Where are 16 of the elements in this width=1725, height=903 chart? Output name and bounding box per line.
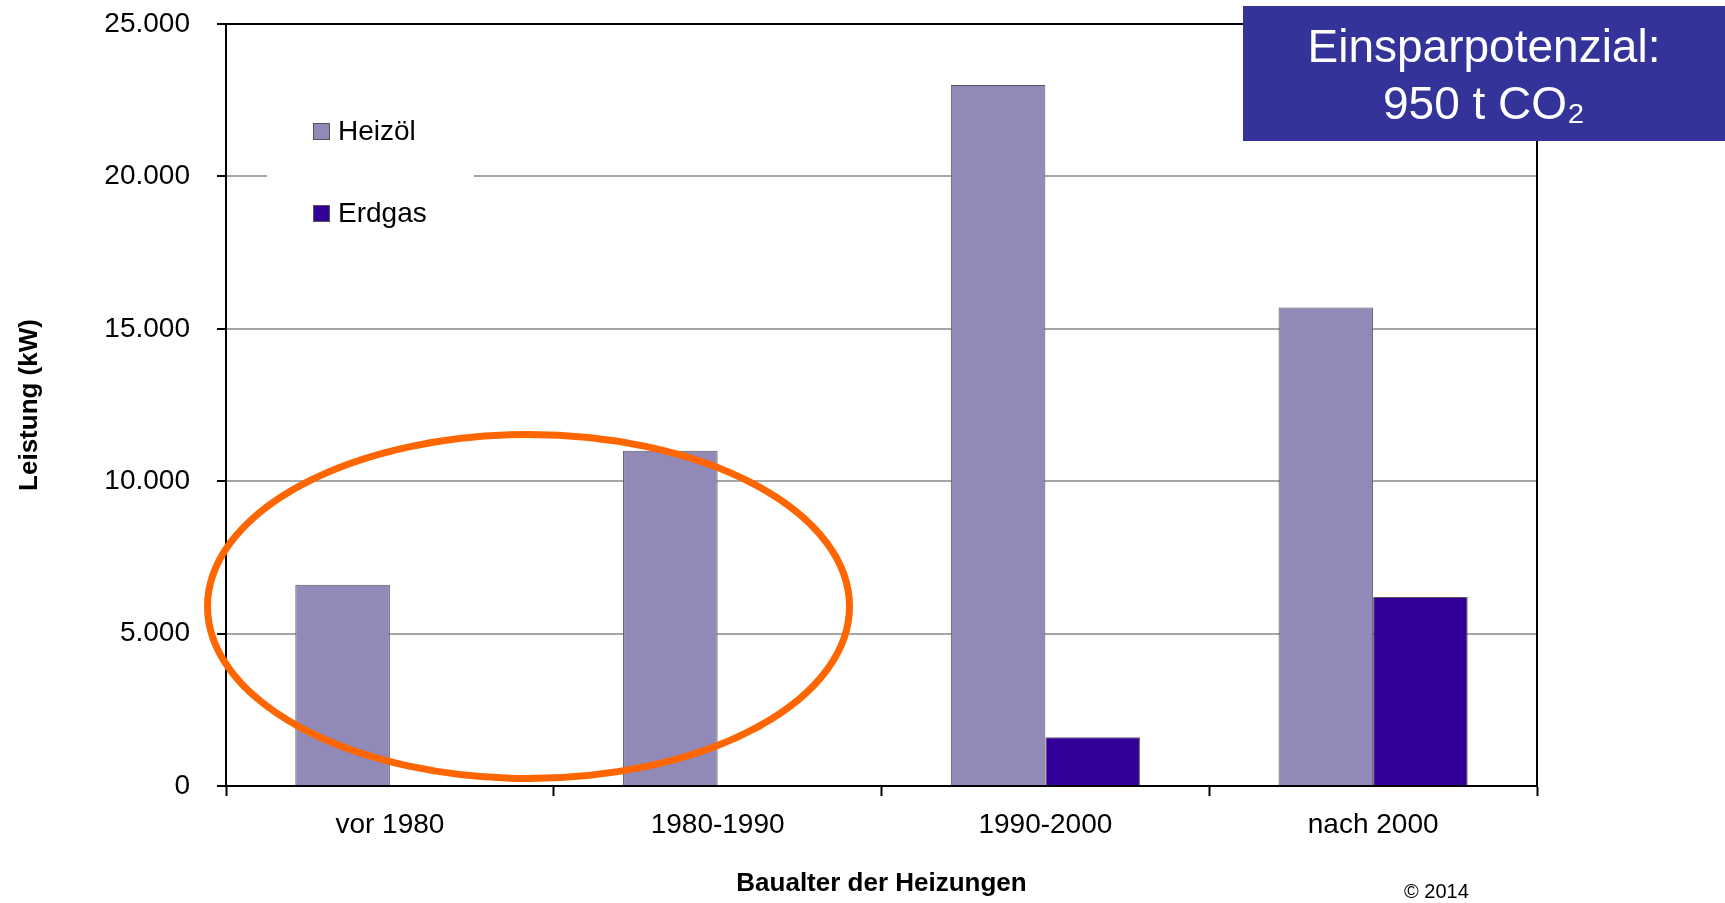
y-tick-label: 20.000: [104, 159, 190, 191]
x-tick-label: 1990-2000: [978, 807, 1113, 839]
y-tick-label: 25.000: [104, 6, 190, 38]
x-tick-label: nach 2000: [1307, 807, 1439, 839]
text: © 2014: [1404, 880, 1469, 903]
y-tick-label: 5.000: [119, 616, 190, 648]
legend-label: Erdgas: [338, 197, 427, 229]
y-tick-label: 10.000: [104, 463, 190, 495]
legend-label: Heizöl: [338, 115, 416, 147]
x-tick-label: 1980-1990: [650, 807, 785, 839]
annotation: Einsparpotenzial: 950 t CO₂: [1306, 19, 1662, 131]
y-tick-label: 0: [174, 768, 190, 800]
x-tick-label: vor 1980: [335, 807, 445, 839]
y-axis-title: Leistung (kW): [12, 319, 43, 491]
y-tick-label: 15.000: [104, 311, 190, 343]
x-axis-title: Baualter der Heizungen: [736, 866, 1027, 897]
